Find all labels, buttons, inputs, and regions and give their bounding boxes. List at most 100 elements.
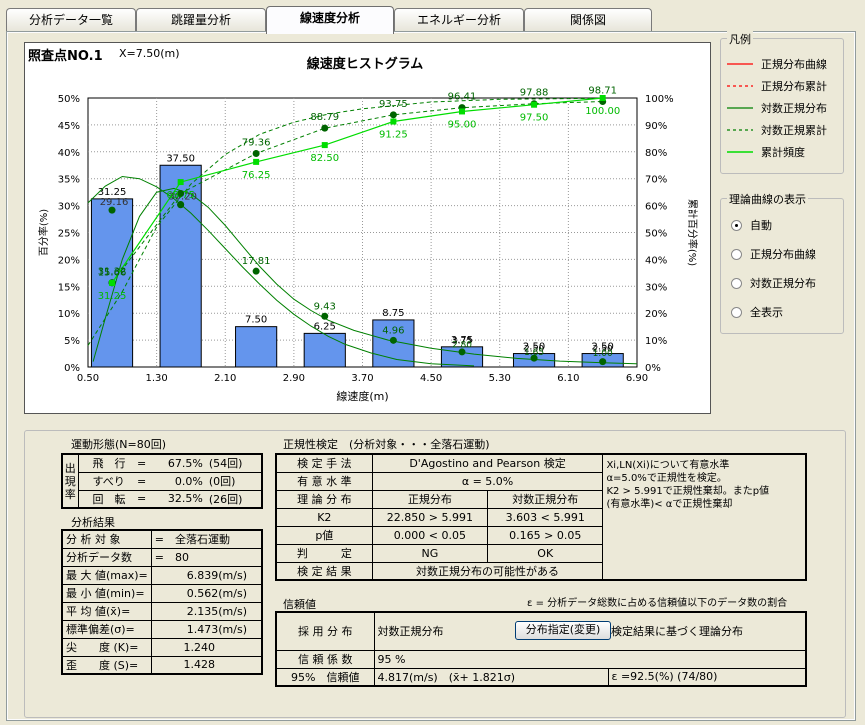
legend-green-line-icon [727, 107, 753, 109]
small-label: 2.50 [524, 344, 544, 354]
motion-count: (54回) [208, 457, 243, 471]
legend-group: 凡例 正規分布曲線 正規分布累計 対数正規分布 対数正規累計 累計頻度 [720, 31, 844, 174]
result-key: 分析データ数 [61, 547, 152, 567]
x-tick-label: 1.30 [145, 373, 167, 384]
radio-auto[interactable]: 自動 [731, 217, 772, 233]
small-label: 1.65 [524, 348, 544, 358]
motion-name: 回 転 [78, 489, 134, 508]
legend-green-dash-icon [727, 129, 753, 131]
x-tick-label: 6.90 [626, 373, 648, 384]
display-group-title: 理論曲線の表示 [727, 191, 808, 207]
x-axis-label: 線速度(m) [336, 389, 388, 403]
distribution-select-button[interactable]: 分布指定(変更) [515, 621, 611, 640]
motion-pct: 32.5% [149, 489, 206, 508]
reliability-title: 信頼値 [283, 598, 316, 611]
val-label: 95% 信頼値 [275, 667, 375, 687]
lognormal-distribution-curve [92, 187, 638, 365]
cumulative-frequency-label: 97.50 [520, 113, 549, 124]
cumulative-lognormal-label: 98.71 [588, 85, 617, 96]
cumulative-frequency-point [109, 279, 116, 286]
histogram-chart: 照査点NO.1 X=7.50(m) 線速度ヒストグラム 0% 5% 10% 15% 20%… [24, 42, 711, 414]
radio-lognormal[interactable]: 対数正規分布 [731, 275, 816, 291]
result-value: = 80 [151, 547, 263, 567]
lognormal-point-label: 15.66 [98, 268, 127, 279]
cumulative-frequency-point [459, 108, 466, 115]
cumulative-frequency-point [321, 142, 328, 149]
legend-label: 対数正規分布 [761, 102, 827, 115]
cumulative-frequency-label: 95.00 [448, 119, 477, 130]
bar-label: 8.75 [382, 308, 404, 319]
adopt-label: 採 用 分 布 [275, 611, 375, 651]
y-axis-label: 百分率(%) [37, 209, 50, 256]
y2-tick-label: 0% [645, 363, 661, 374]
y2-tick-label: 10% [645, 336, 667, 347]
bar-label: 31.25 [98, 187, 127, 198]
normal-distribution-curve [87, 175, 475, 367]
result-key: 標準偏差(σ)= [61, 619, 152, 639]
lognormal-point [599, 358, 607, 366]
y-tick-label: 10% [58, 309, 80, 320]
legend-cumulative-frequency: 累計頻度 [727, 145, 805, 159]
lognormal-point [389, 336, 397, 344]
x-tick-label: 2.90 [283, 373, 305, 384]
radio-show-all[interactable]: 全表示 [731, 304, 783, 320]
radio-label: 自動 [750, 219, 772, 232]
result-key: 平 均 値(x̄)= [61, 601, 152, 621]
motion-count: (0回) [205, 471, 262, 490]
legend-red-dash-icon [727, 85, 753, 87]
eq: = [134, 489, 150, 508]
y2-tick-label: 100% [645, 94, 674, 105]
method-value: D'Agostino and Pearson 検定 [371, 453, 604, 473]
radio-label: 全表示 [750, 306, 783, 319]
result-label: 検 定 結 果 [275, 561, 373, 581]
tab-energy-analysis[interactable]: エネルギー分析 [394, 8, 524, 32]
motion-pct: 67.5% [167, 456, 203, 470]
cumulative-frequency-line [111, 97, 603, 284]
result-value: = 全落石運動 [151, 529, 263, 549]
bar-label: 2.50 [523, 342, 545, 353]
y-tick-label: 35% [58, 175, 80, 186]
cumulative-lognormal-label: 31.32 [98, 267, 127, 278]
level-value: α = 5.0% [371, 471, 604, 491]
cumulative-lognormal-point [389, 111, 397, 119]
tab-relation-chart[interactable]: 関係図 [524, 8, 652, 32]
method-label: 検 定 手 法 [275, 453, 373, 473]
result-value: 対数正規分布の可能性がある [371, 561, 604, 581]
tab-analysis-data[interactable]: 分析データ一覧 [6, 8, 136, 32]
adopt-basis: 検定結果に基づく理論分布 [608, 611, 807, 651]
cumulative-lognormal-label: 79.36 [242, 138, 271, 149]
tab-velocity-analysis[interactable]: 線速度分析 [266, 6, 394, 34]
cumulative-lognormal-label: 93.75 [379, 99, 408, 110]
result-key: 分 析 対 象 [61, 529, 152, 549]
y-tick-label: 20% [58, 255, 80, 266]
radio-selected-icon [731, 219, 742, 231]
cumulative-frequency-label: 82.50 [310, 153, 339, 164]
small-label: 1.00 [593, 349, 613, 359]
legend-label: 対数正規累計 [761, 124, 827, 137]
x-position-label: X=7.50(m) [119, 47, 180, 60]
small-label: 2.50 [593, 344, 613, 354]
cumulative-frequency-label: 31.25 [98, 291, 127, 302]
lognormal-point-label: 17.81 [242, 256, 271, 267]
legend-label: 累計頻度 [761, 146, 805, 159]
tab-jump-analysis[interactable]: 跳躍量分析 [136, 8, 266, 32]
eq: = [137, 456, 147, 470]
x-tick-label: 5.30 [489, 373, 511, 384]
cumulative-frequency-label: 91.25 [379, 130, 408, 141]
legend-label: 正規分布累計 [761, 80, 827, 93]
survey-point-label: 照査点NO.1 [28, 49, 103, 64]
cumulative-frequency-point [599, 95, 606, 101]
cumulative-lognormal-label: 96.41 [448, 92, 477, 103]
p-lognormal: 0.165 > 0.05 [487, 525, 604, 545]
reliability-value: 4.817(m/s) (x̄+ 1.821σ) [373, 667, 609, 687]
y-tick-label: 50% [58, 94, 80, 105]
legend-red-line-icon [727, 63, 753, 65]
y2-axis-label: 累計百分率(%) [686, 199, 699, 266]
normal-point [108, 206, 116, 214]
result-value: 6.839(m/s) [151, 565, 263, 585]
normality-note: Xi,LN(Xi)について有意水準 α=5.0%で正規性を検定。 K2 > 5.99… [602, 453, 807, 581]
radio-normal[interactable]: 正規分布曲線 [731, 246, 816, 262]
results-title: 分析結果 [71, 516, 115, 529]
results-table: 分 析 対 象 = 全落石運動 分析データ数 = 80 最 大 値(max)= 6.8… [61, 529, 263, 675]
normality-table: 検 定 手 法 D'Agostino and Pearson 検定 Xi,LN(… [275, 453, 807, 581]
